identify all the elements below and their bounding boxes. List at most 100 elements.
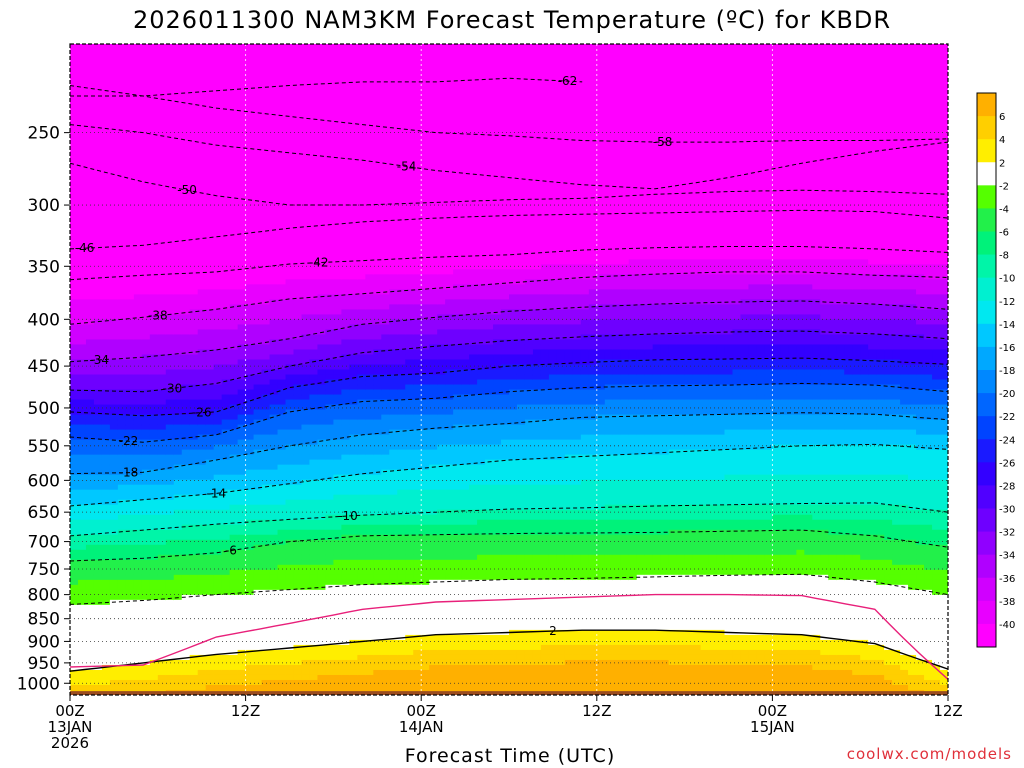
temperature-cell bbox=[349, 599, 358, 606]
temperature-cell bbox=[349, 214, 358, 220]
temperature-cell bbox=[325, 299, 334, 305]
temperature-cell bbox=[85, 94, 95, 100]
temperature-cell bbox=[149, 329, 159, 336]
temperature-cell bbox=[141, 219, 151, 225]
temperature-cell bbox=[349, 524, 358, 531]
temperature-cell bbox=[197, 179, 207, 185]
temperature-cell bbox=[341, 119, 350, 125]
temperature-cell bbox=[165, 514, 175, 521]
temperature-cell bbox=[141, 69, 151, 75]
temperature-cell bbox=[237, 54, 247, 60]
temperature-cell bbox=[213, 434, 223, 441]
temperature-cell bbox=[253, 284, 263, 290]
temperature-cell bbox=[373, 194, 382, 200]
temperature-cell bbox=[237, 309, 247, 316]
temperature-cell bbox=[245, 574, 255, 581]
temperature-cell bbox=[237, 469, 247, 476]
temperature-cell bbox=[197, 534, 207, 541]
temperature-cell bbox=[253, 604, 263, 611]
temperature-cell bbox=[325, 399, 334, 406]
temperature-cell bbox=[245, 614, 255, 621]
temperature-cell bbox=[197, 379, 207, 386]
temperature-cell bbox=[277, 139, 287, 145]
temperature-cell bbox=[70, 74, 79, 80]
temperature-cell bbox=[237, 549, 247, 556]
temperature-cell bbox=[205, 84, 215, 90]
temperature-cell bbox=[245, 44, 255, 50]
temperature-cell bbox=[349, 159, 358, 165]
temperature-cell bbox=[197, 429, 207, 436]
temperature-cell bbox=[309, 404, 319, 411]
temperature-cell bbox=[70, 134, 79, 140]
temperature-cell bbox=[325, 439, 334, 446]
temperature-cell bbox=[85, 74, 95, 80]
temperature-cell bbox=[173, 94, 183, 100]
temperature-cell bbox=[301, 104, 311, 110]
temperature-cell bbox=[141, 124, 151, 130]
temperature-cell bbox=[237, 149, 247, 155]
temperature-cell bbox=[221, 669, 231, 676]
temperature-cell bbox=[189, 339, 199, 346]
temperature-cell bbox=[357, 584, 366, 591]
temperature-cell bbox=[301, 69, 311, 75]
temperature-cell bbox=[77, 169, 87, 175]
temperature-cell bbox=[349, 239, 358, 245]
temperature-cell bbox=[165, 604, 175, 611]
temperature-cell bbox=[365, 144, 374, 150]
temperature-cell bbox=[181, 134, 191, 140]
temperature-cell bbox=[277, 584, 287, 591]
temperature-cell bbox=[269, 129, 279, 135]
temperature-cell bbox=[237, 579, 247, 586]
temperature-cell bbox=[357, 589, 366, 596]
temperature-cell bbox=[85, 184, 95, 190]
temperature-cell bbox=[301, 129, 311, 135]
temperature-cell bbox=[70, 534, 79, 541]
temperature-cell bbox=[293, 509, 303, 516]
temperature-cell bbox=[309, 559, 319, 566]
temperature-cell bbox=[70, 89, 79, 95]
temperature-cell bbox=[117, 104, 127, 110]
temperature-cell bbox=[277, 544, 287, 551]
temperature-cell bbox=[301, 289, 311, 295]
temperature-cell bbox=[357, 419, 366, 426]
temperature-cell bbox=[205, 109, 215, 115]
temperature-cell bbox=[205, 429, 215, 436]
temperature-cell bbox=[149, 539, 159, 546]
temperature-cell bbox=[157, 44, 167, 50]
temperature-cell bbox=[269, 324, 279, 331]
temperature-cell bbox=[229, 529, 239, 536]
temperature-cell bbox=[365, 389, 374, 396]
temperature-cell bbox=[325, 649, 334, 656]
temperature-cell bbox=[333, 389, 342, 396]
temperature-cell bbox=[181, 429, 191, 436]
temperature-cell bbox=[365, 589, 374, 596]
temperature-cell bbox=[349, 284, 358, 290]
temperature-cell bbox=[125, 249, 135, 255]
temperature-cell bbox=[245, 494, 255, 501]
temperature-cell bbox=[333, 544, 342, 551]
temperature-cell bbox=[293, 214, 303, 220]
temperature-cell bbox=[245, 499, 255, 506]
temperature-cell bbox=[93, 414, 103, 421]
temperature-cell bbox=[253, 44, 263, 50]
temperature-cell bbox=[285, 264, 295, 270]
temperature-cell bbox=[277, 109, 287, 115]
temperature-cell bbox=[133, 264, 143, 270]
temperature-cell bbox=[93, 389, 103, 396]
temperature-cell bbox=[125, 594, 135, 601]
temperature-cell bbox=[341, 74, 350, 80]
temperature-cell bbox=[213, 324, 223, 331]
temperature-cell bbox=[85, 314, 95, 321]
temperature-cell bbox=[93, 274, 103, 280]
temperature-cell bbox=[317, 189, 327, 195]
temperature-cell bbox=[333, 409, 342, 416]
temperature-cell bbox=[93, 374, 103, 381]
temperature-cell bbox=[325, 604, 334, 611]
temperature-cell bbox=[301, 634, 311, 641]
temperature-cell bbox=[229, 279, 239, 285]
temperature-cell bbox=[181, 389, 191, 396]
temperature-cell bbox=[229, 624, 239, 631]
temperature-cell bbox=[133, 64, 143, 70]
temperature-cell bbox=[205, 634, 215, 641]
temperature-cell bbox=[173, 84, 183, 90]
